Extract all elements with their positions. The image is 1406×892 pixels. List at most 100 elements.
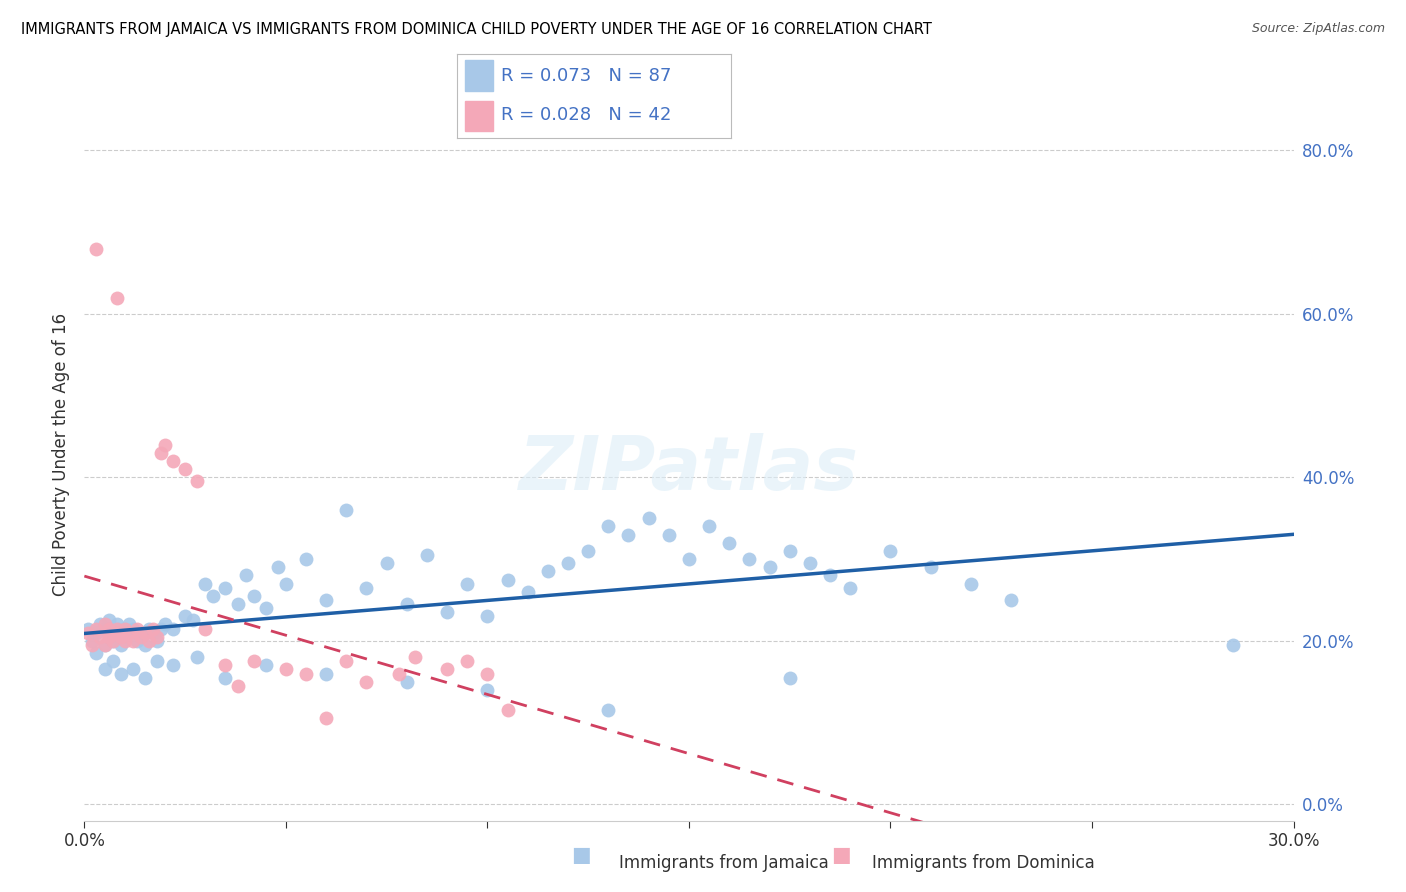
Point bbox=[395, 674, 418, 689]
Point bbox=[125, 622, 148, 636]
Point bbox=[105, 617, 128, 632]
Point bbox=[125, 633, 148, 648]
Point bbox=[295, 666, 318, 681]
Point bbox=[101, 633, 124, 648]
Point bbox=[110, 630, 132, 644]
Point bbox=[194, 622, 217, 636]
Point bbox=[93, 617, 115, 632]
Text: ■: ■ bbox=[571, 846, 591, 865]
Point bbox=[142, 622, 165, 636]
Point bbox=[114, 633, 136, 648]
Point bbox=[617, 527, 640, 541]
Point bbox=[93, 638, 115, 652]
Point bbox=[138, 633, 160, 648]
Point bbox=[97, 622, 120, 636]
Point bbox=[110, 638, 132, 652]
Text: ■: ■ bbox=[831, 846, 851, 865]
Point bbox=[146, 633, 169, 648]
Point bbox=[779, 671, 801, 685]
Point bbox=[335, 654, 357, 668]
Point bbox=[149, 446, 172, 460]
Point bbox=[82, 638, 104, 652]
Point bbox=[118, 625, 141, 640]
Text: Immigrants from Jamaica: Immigrants from Jamaica bbox=[619, 855, 828, 872]
Point bbox=[97, 614, 120, 628]
Point bbox=[186, 650, 208, 665]
Point bbox=[105, 622, 128, 636]
Point bbox=[496, 573, 519, 587]
Point bbox=[226, 679, 249, 693]
Text: Source: ZipAtlas.com: Source: ZipAtlas.com bbox=[1251, 22, 1385, 36]
Point bbox=[105, 291, 128, 305]
Point bbox=[86, 622, 108, 636]
Point bbox=[114, 625, 136, 640]
Point bbox=[86, 242, 108, 256]
Point bbox=[174, 609, 197, 624]
Point bbox=[395, 597, 418, 611]
Point bbox=[153, 438, 176, 452]
Point bbox=[436, 605, 458, 619]
Point bbox=[477, 666, 499, 681]
Point bbox=[356, 581, 378, 595]
Bar bbox=[465, 61, 492, 91]
Point bbox=[121, 663, 143, 677]
Point bbox=[121, 633, 143, 648]
Point bbox=[89, 630, 111, 644]
Text: ZIPatlas: ZIPatlas bbox=[519, 433, 859, 506]
Point bbox=[86, 646, 108, 660]
Point bbox=[254, 601, 277, 615]
Point bbox=[146, 630, 169, 644]
Text: R = 0.073   N = 87: R = 0.073 N = 87 bbox=[501, 68, 671, 86]
Point bbox=[214, 658, 236, 673]
Point bbox=[101, 633, 124, 648]
Point bbox=[879, 544, 901, 558]
Text: Immigrants from Dominica: Immigrants from Dominica bbox=[872, 855, 1094, 872]
Point bbox=[77, 622, 100, 636]
Point bbox=[516, 584, 538, 599]
Point bbox=[149, 622, 172, 636]
Point bbox=[226, 597, 249, 611]
Point bbox=[637, 511, 659, 525]
Point bbox=[129, 630, 152, 644]
Point bbox=[295, 552, 318, 566]
Point bbox=[356, 674, 378, 689]
Point bbox=[242, 654, 264, 668]
Point bbox=[110, 666, 132, 681]
Point bbox=[758, 560, 780, 574]
Point bbox=[114, 622, 136, 636]
Point bbox=[93, 638, 115, 652]
Point bbox=[142, 625, 165, 640]
Point bbox=[86, 625, 108, 640]
Point bbox=[202, 589, 225, 603]
Point bbox=[105, 625, 128, 640]
Point bbox=[162, 454, 184, 468]
Point bbox=[388, 666, 411, 681]
Y-axis label: Child Poverty Under the Age of 16: Child Poverty Under the Age of 16 bbox=[52, 313, 70, 597]
Point bbox=[194, 576, 217, 591]
Point bbox=[456, 654, 478, 668]
Point bbox=[267, 560, 290, 574]
Point bbox=[114, 622, 136, 636]
Point bbox=[97, 630, 120, 644]
Point bbox=[110, 630, 132, 644]
Point bbox=[658, 527, 681, 541]
Point bbox=[576, 544, 599, 558]
Point bbox=[436, 663, 458, 677]
Point bbox=[920, 560, 942, 574]
Point bbox=[235, 568, 257, 582]
Point bbox=[818, 568, 841, 582]
Point bbox=[335, 503, 357, 517]
Point bbox=[101, 625, 124, 640]
Point bbox=[537, 565, 560, 579]
Point bbox=[274, 663, 297, 677]
Point bbox=[82, 633, 104, 648]
Point bbox=[697, 519, 720, 533]
Point bbox=[101, 654, 124, 668]
Point bbox=[153, 617, 176, 632]
Point bbox=[477, 609, 499, 624]
Point bbox=[134, 625, 156, 640]
Point bbox=[960, 576, 983, 591]
Point bbox=[557, 556, 579, 570]
Point bbox=[598, 519, 620, 533]
Point bbox=[718, 535, 741, 549]
